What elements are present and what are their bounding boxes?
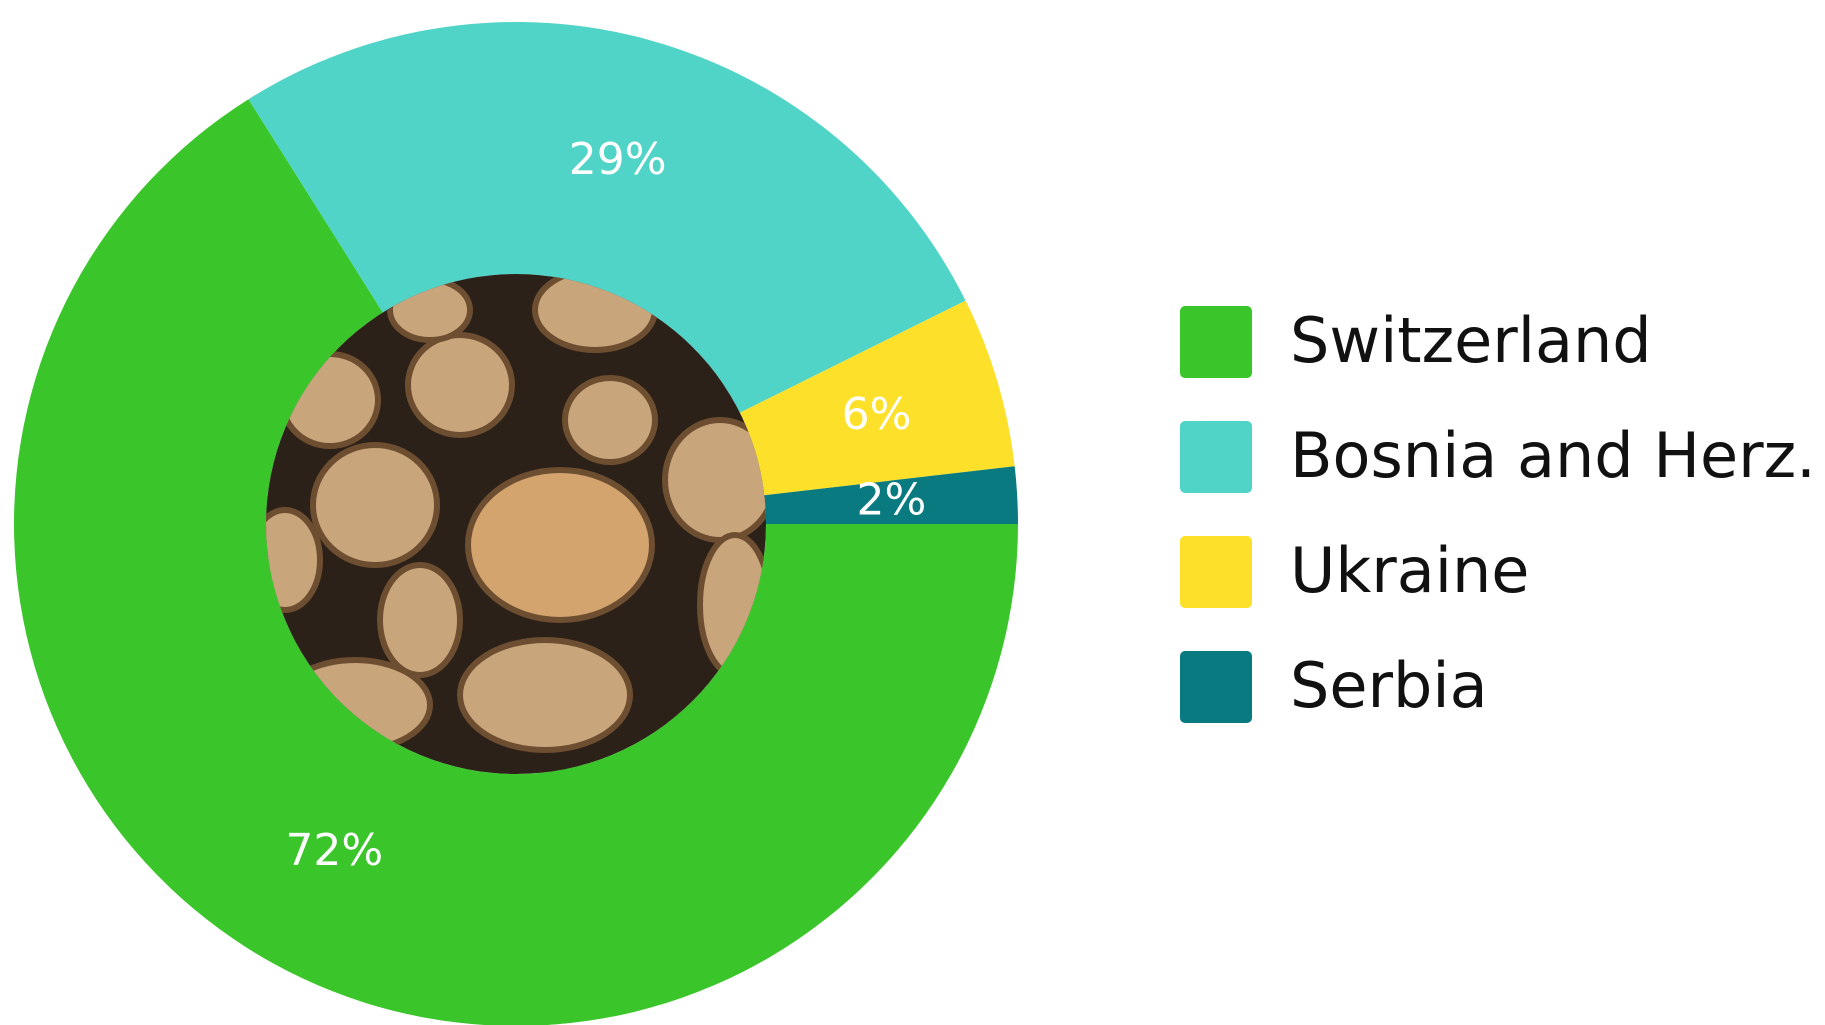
legend-label: Switzerland — [1290, 304, 1652, 377]
value-labels: 72% 29% 6% 2% — [285, 134, 926, 876]
slice — [14, 99, 1018, 1025]
value-label: 6% — [842, 389, 912, 440]
legend-swatch — [1180, 421, 1252, 493]
slice — [739, 300, 1015, 496]
value-label: 2% — [856, 474, 926, 525]
legend-swatch — [1180, 306, 1252, 378]
legend-label: Serbia — [1290, 649, 1488, 722]
legend-swatch — [1180, 536, 1252, 608]
value-label: 72% — [285, 825, 383, 876]
legend-swatch — [1180, 651, 1252, 723]
legend-label: Bosnia and Herz. — [1290, 419, 1816, 492]
legend-label: Ukraine — [1290, 534, 1529, 607]
legend: Switzerland Bosnia and Herz. Ukraine Serbia — [1180, 304, 1816, 723]
slice — [248, 21, 966, 413]
slice — [764, 466, 1018, 524]
value-label: 29% — [569, 134, 667, 185]
slices — [14, 21, 1018, 1025]
